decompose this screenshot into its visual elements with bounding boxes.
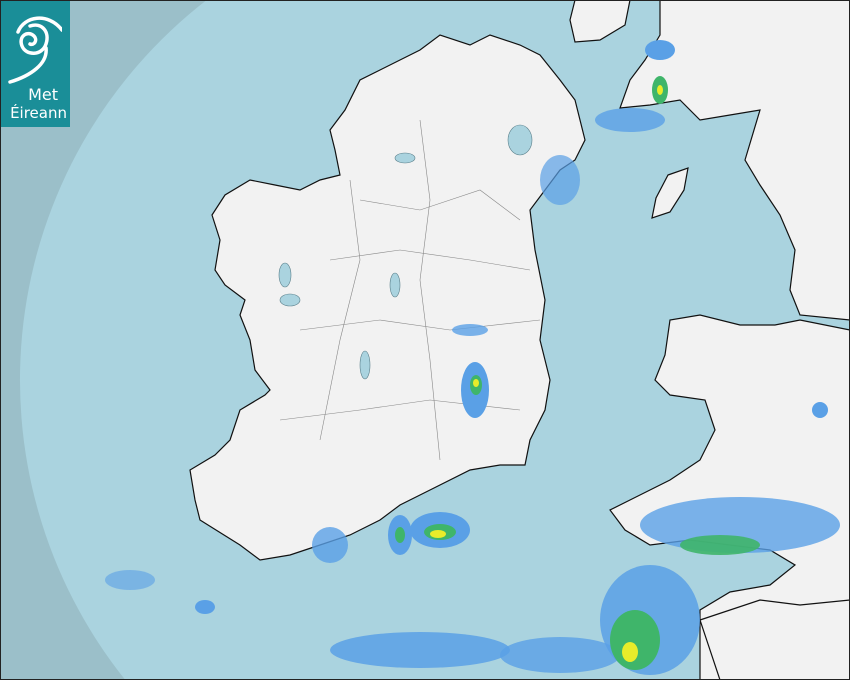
met-eireann-logo: Met Éireann: [0, 0, 70, 127]
scotland-landmass: [619, 0, 850, 321]
rain-heavy: [473, 379, 479, 387]
rain-light: [595, 108, 665, 132]
rain-heavy: [657, 85, 663, 95]
rain-light: [812, 402, 828, 418]
lough-corrib: [278, 262, 292, 288]
rain-light: [105, 570, 155, 590]
lough-derg: [359, 350, 371, 380]
ireland-landmass: [189, 34, 586, 561]
logo-text-eireann: Éireann: [10, 104, 67, 122]
rain-moderate: [395, 527, 405, 543]
rain-moderate: [610, 610, 660, 670]
rain-light: [195, 600, 215, 614]
rain-light: [312, 527, 348, 563]
isle-of-man: [651, 167, 689, 219]
cornwall-landmass: [699, 599, 850, 680]
rain-echoes: [105, 40, 840, 675]
rain-light: [540, 155, 580, 205]
rain-heavy: [430, 530, 446, 538]
rain-heavy: [622, 642, 638, 662]
rain-light: [500, 637, 620, 673]
lough-mask: [279, 293, 301, 307]
rain-light: [645, 40, 675, 60]
rain-light: [452, 324, 488, 336]
rain-moderate: [680, 535, 760, 555]
lough-erne: [394, 152, 416, 164]
northern-isles: [569, 0, 631, 43]
lough-neagh: [507, 124, 533, 156]
rain-light: [330, 632, 510, 668]
swirl-logo-icon: [8, 16, 62, 84]
logo-text-met: Met: [28, 85, 58, 104]
lough-ree: [389, 272, 401, 298]
